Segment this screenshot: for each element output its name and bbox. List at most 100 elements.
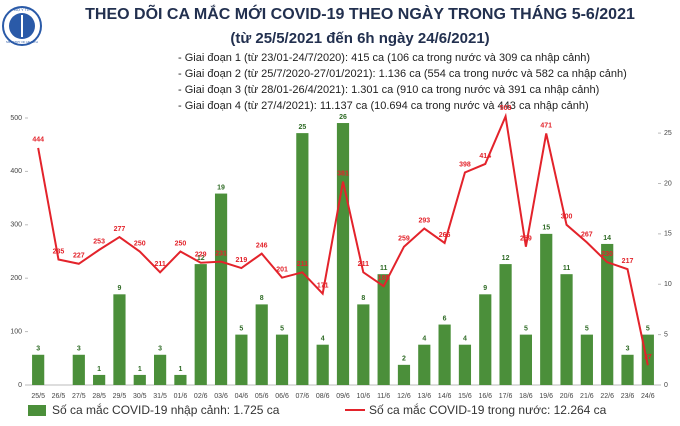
x-tick-label: 15/6 <box>458 393 472 400</box>
bar-value-label: 1 <box>138 366 142 373</box>
bar <box>438 324 451 385</box>
chart-subtitle: (từ 25/5/2021 đến 6h ngày 24/6/2021) <box>230 30 489 47</box>
bar-value-label: 11 <box>563 265 571 272</box>
line-value-label: 444 <box>32 137 44 144</box>
bar-value-label: 19 <box>217 184 225 191</box>
bar <box>194 264 207 385</box>
chart-title: THEO DÕI CA MẮC MỚI COVID-19 THEO NGÀY T… <box>85 3 635 23</box>
bar-value-label: 25 <box>298 124 306 131</box>
x-tick-label: 20/6 <box>560 393 574 400</box>
line-value-label: 231 <box>215 250 227 257</box>
bar <box>580 334 593 385</box>
bar-value-label: 15 <box>542 225 550 232</box>
bar <box>235 334 248 385</box>
annotation: - Giai đoạn 3 (từ 28/01-26/4/2021): 1.30… <box>178 84 599 96</box>
bar <box>214 193 228 385</box>
line-value-label: 185 <box>378 275 390 282</box>
x-tick-label: 05/6 <box>255 393 269 400</box>
bar-value-label: 12 <box>197 255 205 262</box>
line-value-label: 381 <box>337 170 349 177</box>
bar <box>397 364 411 385</box>
bar <box>621 354 634 385</box>
y2-tick-label: 20 <box>664 180 672 187</box>
x-tick-label: 28/5 <box>92 393 106 400</box>
x-tick-label: 01/6 <box>174 393 188 400</box>
legend-label: Số ca mắc COVID-19 nhập cảnh: 1.725 ca <box>52 402 280 417</box>
y-tick-label: 200 <box>10 275 22 282</box>
x-tick-label: 21/6 <box>580 393 594 400</box>
bar-value-label: 8 <box>361 295 365 302</box>
line-value-label: 235 <box>53 248 65 255</box>
bar-value-label: 1 <box>178 366 182 373</box>
x-tick-label: 29/5 <box>113 393 127 400</box>
annotation: - Giai đoạn 2 (từ 25/7/2020-27/01/2021):… <box>178 68 627 80</box>
logo: BỘ Y TẾ MINISTRY OF HEALTH <box>2 6 42 46</box>
bar-value-label: 4 <box>422 336 426 343</box>
line-value-label: 250 <box>134 240 146 247</box>
y-tick-label: 100 <box>10 328 22 335</box>
logo-text: BỘ Y TẾ <box>14 7 30 12</box>
x-tick-label: 12/6 <box>397 393 411 400</box>
line-value-label: 211 <box>297 261 308 268</box>
bar-value-label: 9 <box>483 285 487 292</box>
x-tick-label: 22/6 <box>600 393 614 400</box>
bar-value-label: 26 <box>339 114 347 121</box>
annotation: - Giai đoạn 1 (từ 23/01-24/7/2020): 415 … <box>178 52 590 64</box>
x-tick-label: 13/6 <box>417 393 431 400</box>
line-value-label: 171 <box>317 283 329 290</box>
x-tick-label: 19/6 <box>539 393 553 400</box>
y2-tick-label: 5 <box>664 331 668 338</box>
x-tick-label: 10/6 <box>357 393 371 400</box>
line-value-label: 266 <box>439 232 451 239</box>
bar <box>458 344 472 385</box>
y2-tick-label: 10 <box>664 281 672 288</box>
bar-value-label: 5 <box>585 325 589 332</box>
bar-value-label: 14 <box>603 235 611 242</box>
x-tick-label: 11/6 <box>377 393 390 400</box>
bar-value-label: 11 <box>380 265 388 272</box>
x-tick-label: 26/5 <box>52 393 66 400</box>
annotation: - Giai đoạn 4 (từ 27/4/2021): 11.137 ca … <box>178 100 589 112</box>
y-tick-label: 500 <box>10 115 22 122</box>
bar-value-label: 3 <box>77 346 81 353</box>
x-tick-label: 30/5 <box>133 393 147 400</box>
x-tick-label: 06/6 <box>275 393 289 400</box>
x-tick-label: 27/5 <box>72 393 86 400</box>
x-tick-label: 03/6 <box>214 393 228 400</box>
bar <box>418 344 431 385</box>
bar-value-label: 5 <box>280 325 284 332</box>
line-value-label: 503 <box>500 105 512 112</box>
y-tick-label: 400 <box>10 168 22 175</box>
legend-label: Số ca mắc COVID-19 trong nước: 12.264 ca <box>369 402 607 417</box>
line-value-label: 211 <box>358 261 369 268</box>
line-value-label: 219 <box>236 257 248 264</box>
bar-value-label: 5 <box>646 325 650 332</box>
y2-tick-label: 15 <box>664 231 672 238</box>
bar <box>316 344 329 385</box>
bar-value-label: 4 <box>463 336 467 343</box>
x-tick-label: 02/6 <box>194 393 208 400</box>
bar <box>275 334 289 385</box>
bar <box>336 123 350 386</box>
line-value-label: 246 <box>256 242 268 249</box>
bar-value-label: 9 <box>117 285 121 292</box>
y2-tick-label: 25 <box>664 130 672 137</box>
line-value-label: 250 <box>175 240 187 247</box>
bar-value-label: 5 <box>524 325 528 332</box>
bar-value-label: 3 <box>36 346 40 353</box>
x-tick-label: 08/6 <box>316 393 330 400</box>
bar-value-label: 8 <box>260 295 264 302</box>
bar <box>133 374 146 385</box>
line-value-label: 471 <box>540 122 552 129</box>
line-value-label: 414 <box>479 153 491 160</box>
x-tick-label: 25/5 <box>31 393 45 400</box>
bar-value-label: 5 <box>239 325 243 332</box>
line-value-label: 300 <box>561 214 573 221</box>
line-value-label: 211 <box>154 261 165 268</box>
legend-swatch <box>28 405 46 416</box>
bar <box>93 374 106 385</box>
bar <box>154 354 167 385</box>
x-tick-label: 24/6 <box>641 393 655 400</box>
line-value-label: 259 <box>520 236 532 243</box>
bar <box>174 374 187 385</box>
